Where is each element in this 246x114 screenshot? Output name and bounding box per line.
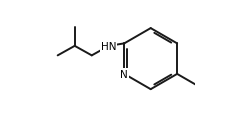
Text: HN: HN [101,41,117,51]
Text: N: N [120,69,128,79]
